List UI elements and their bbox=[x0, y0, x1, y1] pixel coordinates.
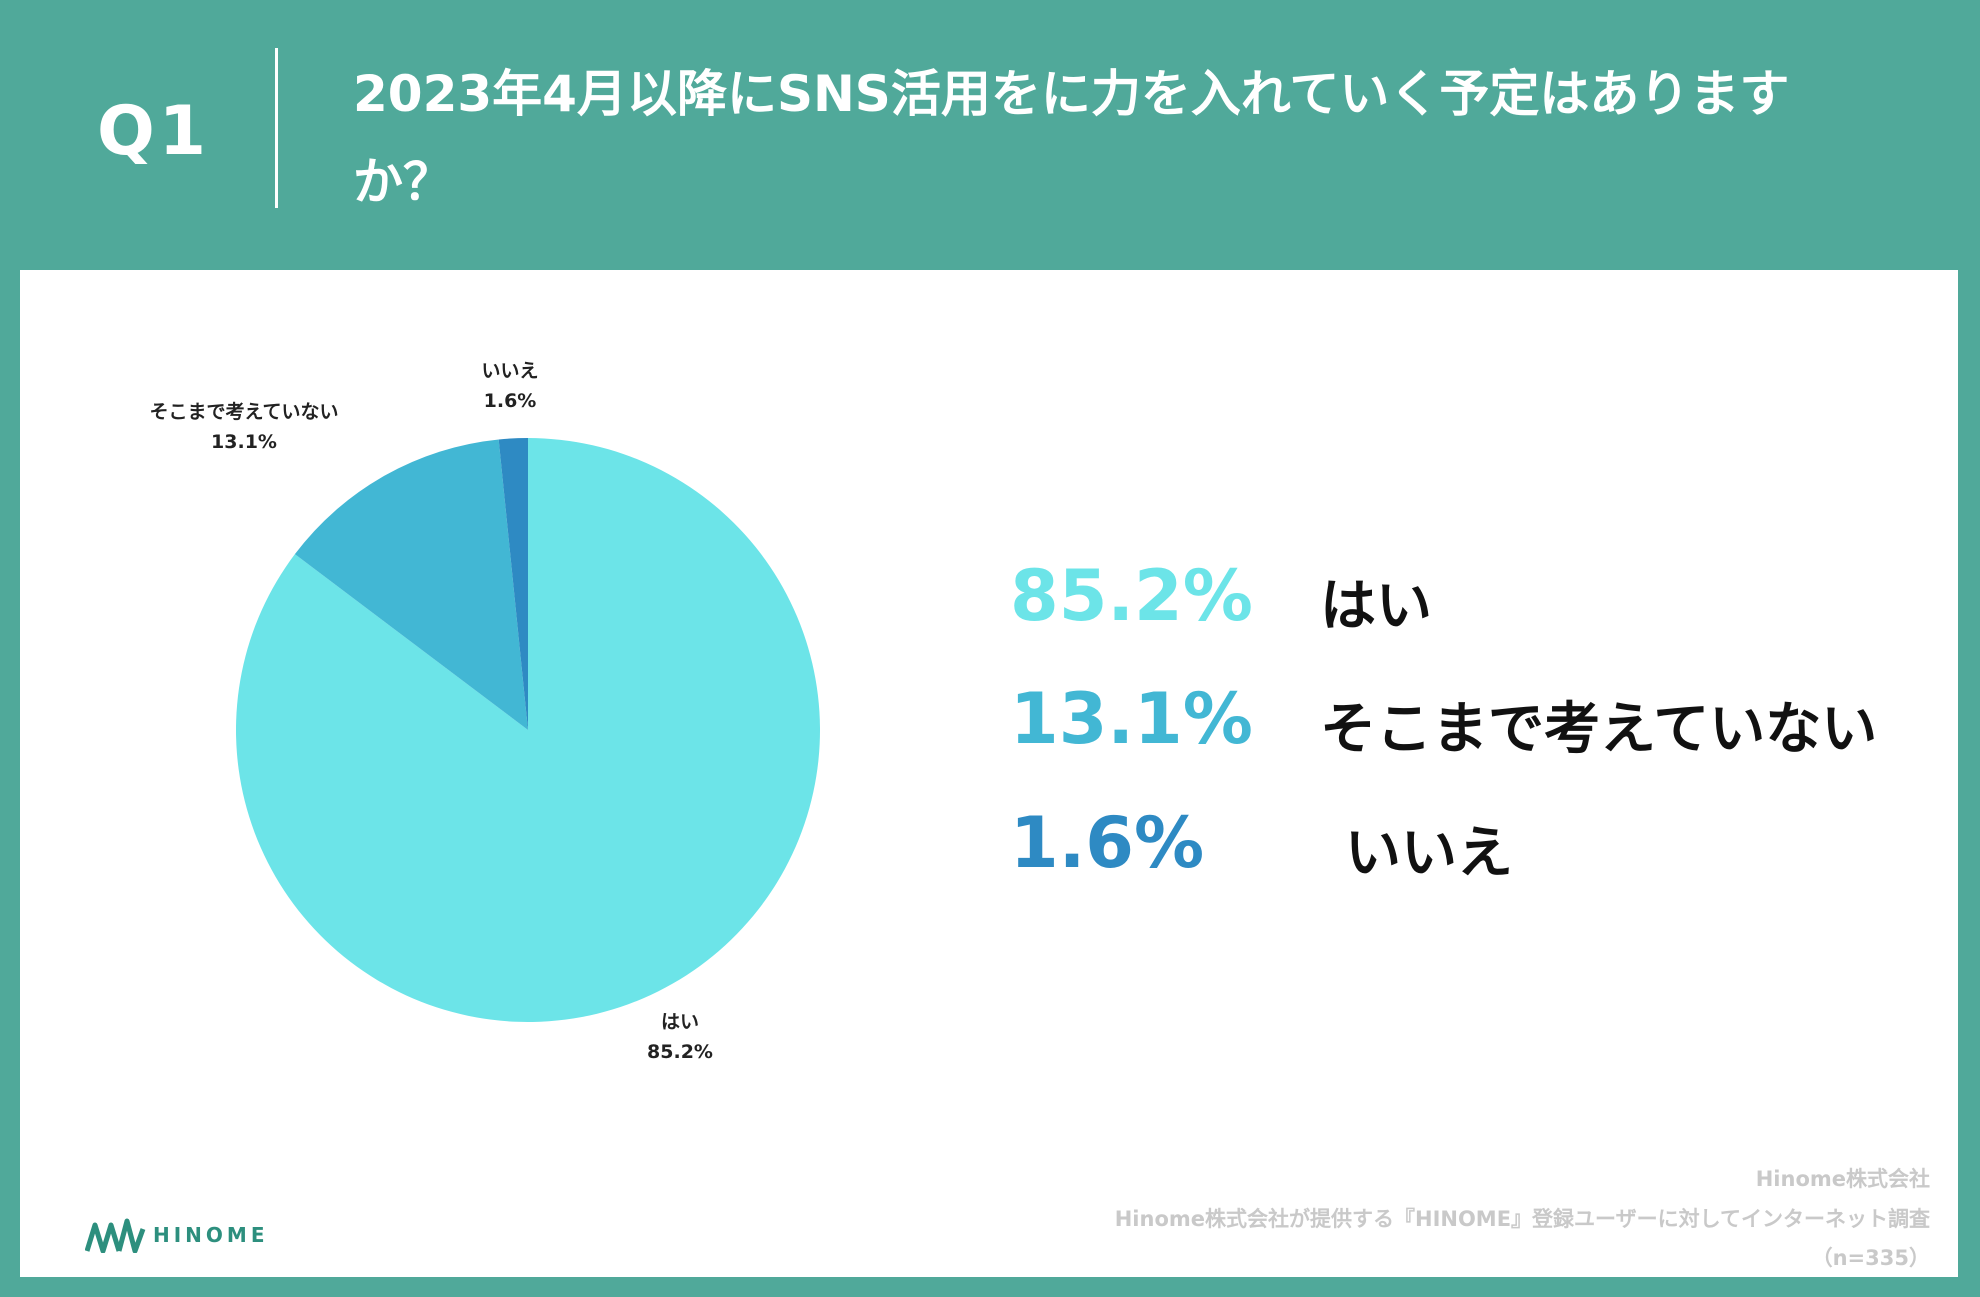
legend-label-not-considered: そこまで考えていない bbox=[1320, 697, 1878, 762]
slice-label-not-considered: そこまで考えていない 13.1% bbox=[149, 401, 338, 453]
footer-source: Hinome株式会社が提供する『HINOME』登録ユーザーに対してインターネット… bbox=[1114, 1207, 1930, 1231]
footer-sample: （n=335） bbox=[1811, 1246, 1930, 1270]
footer-company: Hinome株式会社 bbox=[1755, 1167, 1930, 1191]
legend-value-no: 1.6% bbox=[1010, 802, 1205, 884]
pie-chart: はい 85.2% そこまで考えていない 13.1% いいえ 1.6% bbox=[149, 360, 821, 1063]
legend-label-yes: はい bbox=[1320, 574, 1432, 639]
legend-label-no: いいえ bbox=[1345, 821, 1513, 886]
hinome-logo-icon bbox=[85, 1218, 146, 1253]
legend-value-yes: 85.2% bbox=[1010, 555, 1253, 637]
slice-label-yes: はい 85.2% bbox=[647, 1011, 713, 1063]
brand-logo: HINOME bbox=[85, 1215, 268, 1255]
pie-slice-no bbox=[498, 438, 528, 730]
header-divider bbox=[275, 48, 278, 208]
header: Q1 2023年4月以降にSNS活用をに力を入れていく予定はありますか？ bbox=[0, 0, 1980, 270]
chart-card: はい 85.2% そこまで考えていない 13.1% いいえ 1.6% 85.2% はい 1… bbox=[20, 270, 1958, 1277]
question-number: Q1 bbox=[97, 92, 211, 171]
brand-name: HINOME bbox=[153, 1223, 269, 1247]
pie-slice-yes bbox=[235, 438, 821, 1022]
question-title: 2023年4月以降にSNS活用をに力を入れていく予定はありますか？ bbox=[353, 65, 1790, 211]
legend-value-not-considered: 13.1% bbox=[1010, 678, 1253, 760]
pie-slice-not-considered bbox=[294, 439, 528, 730]
slice-label-no: いいえ 1.6% bbox=[481, 360, 538, 412]
